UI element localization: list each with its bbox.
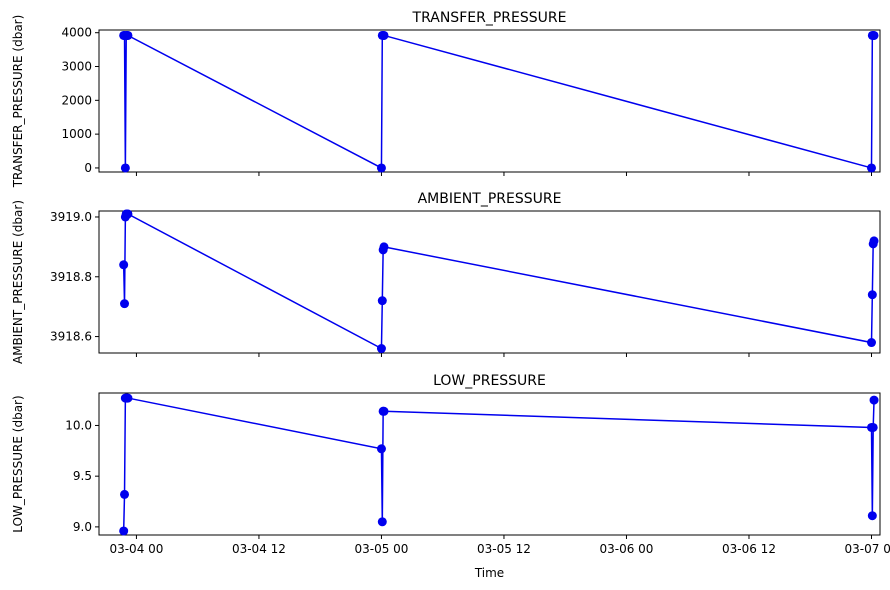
- data-point: [866, 163, 876, 173]
- panel-title: AMBIENT_PRESSURE: [418, 191, 562, 207]
- data-point: [123, 393, 133, 403]
- ambient-pressure-panel: AMBIENT_PRESSURE AMBIENT_PRESSURE (dbar)…: [11, 191, 881, 364]
- y-tick-label: 3918.6: [50, 330, 92, 344]
- transfer-pressure-panel: TRANSFER_PRESSURE TRANSFER_PRESSURE (dba…: [11, 10, 881, 189]
- data-point: [869, 30, 879, 40]
- axes-frame: [98, 392, 881, 536]
- y-tick-label: 2000: [61, 93, 92, 107]
- data-point: [376, 163, 386, 173]
- y-tick-label: 3919.0: [50, 210, 92, 224]
- series-line: [123, 34, 875, 170]
- y-tick-label: 1000: [61, 127, 92, 141]
- x-tick-label: 03-05 00: [354, 542, 408, 556]
- y-tick-label: 3000: [61, 60, 92, 74]
- data-point: [379, 406, 389, 416]
- y-tick-label: 4000: [61, 26, 92, 40]
- data-point: [123, 30, 133, 40]
- data-point: [120, 163, 130, 173]
- y-tick-label: 10.0: [65, 418, 92, 432]
- data-point: [379, 242, 389, 252]
- low-pressure-panel: LOW_PRESSURE LOW_PRESSURE (dbar) Time 9.…: [11, 373, 890, 580]
- y-tick-label: 9.5: [73, 469, 92, 483]
- y-axis-label: TRANSFER_PRESSURE (dbar): [11, 15, 25, 189]
- data-point: [119, 526, 129, 536]
- y-tick-label: 0: [84, 161, 92, 175]
- y-axis-label: AMBIENT_PRESSURE (dbar): [11, 200, 25, 364]
- data-point: [869, 236, 879, 246]
- data-point: [376, 344, 386, 354]
- x-tick-label: 03-05 12: [477, 542, 531, 556]
- data-point: [376, 444, 386, 454]
- x-tick-label: 03-04 00: [109, 542, 163, 556]
- data-point: [377, 296, 387, 306]
- axes-frame: [98, 29, 881, 173]
- x-tick-label: 03-07 00: [845, 542, 890, 556]
- y-tick-label: 9.0: [73, 520, 92, 534]
- data-point: [867, 290, 877, 300]
- data-point: [868, 422, 878, 432]
- x-tick-label: 03-06 00: [599, 542, 653, 556]
- y-tick-label: 3918.8: [50, 270, 92, 284]
- data-point: [377, 517, 387, 527]
- panel-title: TRANSFER_PRESSURE: [412, 10, 567, 26]
- data-point: [119, 260, 129, 270]
- data-point: [120, 489, 130, 499]
- data-point: [120, 299, 130, 309]
- data-point: [869, 395, 879, 405]
- x-tick-label: 03-04 12: [232, 542, 286, 556]
- data-point: [867, 511, 877, 521]
- data-point: [379, 30, 389, 40]
- x-axis-label: Time: [474, 566, 504, 580]
- x-tick-label: 03-06 12: [722, 542, 776, 556]
- data-point: [123, 209, 133, 219]
- data-point: [866, 338, 876, 348]
- axes-frame: [98, 210, 881, 354]
- y-axis-label: LOW_PRESSURE (dbar): [11, 395, 25, 532]
- panel-title: LOW_PRESSURE: [433, 373, 546, 389]
